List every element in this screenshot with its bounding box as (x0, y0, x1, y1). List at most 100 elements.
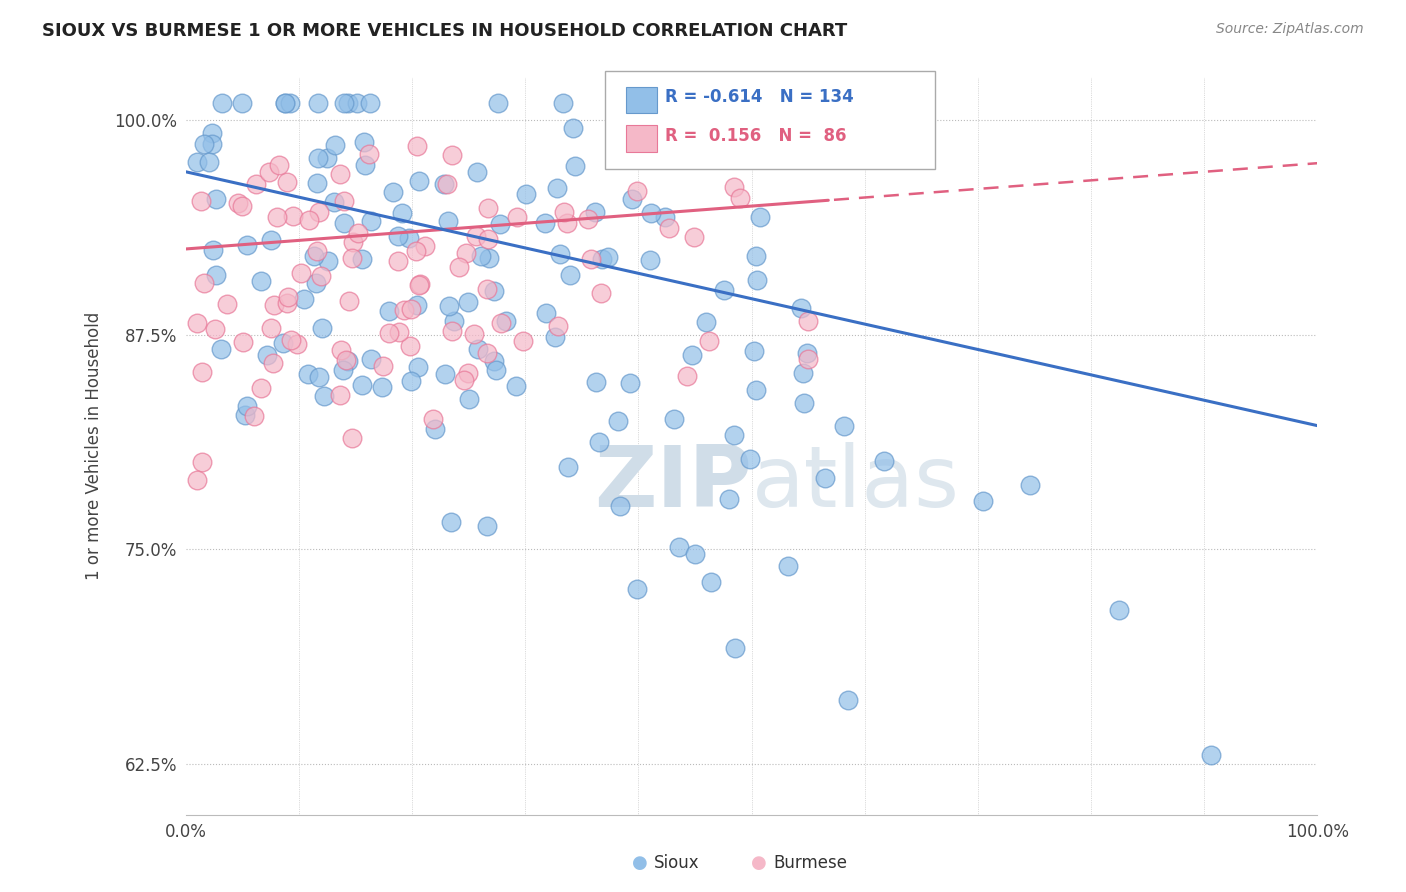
Point (201, 136, 224, 151)
Point (583, 205, 606, 219)
Point (413, 239, 436, 253)
Point (354, 158, 377, 172)
Point (547, 319, 569, 334)
Point (311, 320, 333, 334)
Point (305, 244, 328, 258)
Point (408, 278, 430, 293)
Point (477, 232, 499, 246)
Point (457, 294, 479, 309)
Point (738, 451, 761, 466)
Point (433, 178, 456, 192)
Point (371, 359, 394, 373)
Point (250, 381, 273, 395)
Point (378, 303, 401, 318)
Point (292, 292, 315, 306)
Point (307, 151, 329, 165)
Text: atlas: atlas (752, 442, 959, 524)
Point (676, 368, 699, 383)
Point (723, 428, 745, 442)
Point (266, 210, 288, 224)
Point (662, 412, 685, 426)
Point (482, 354, 505, 368)
Point (399, 374, 422, 388)
Point (346, 96, 368, 111)
Point (1018, 478, 1040, 492)
Point (745, 384, 768, 398)
Point (609, 499, 631, 513)
Point (391, 206, 413, 220)
Point (262, 356, 284, 370)
Point (467, 342, 489, 356)
Point (457, 366, 479, 380)
Point (408, 277, 430, 292)
Point (668, 541, 690, 555)
Point (697, 334, 720, 348)
Point (433, 367, 456, 381)
Point (555, 216, 578, 230)
Point (360, 352, 382, 367)
Point (387, 254, 409, 268)
Point (793, 395, 815, 409)
Point (232, 334, 254, 349)
Point (506, 210, 529, 224)
Point (371, 380, 394, 394)
Point (1108, 603, 1130, 617)
Point (621, 120, 644, 134)
Point (360, 214, 382, 228)
Point (297, 367, 319, 381)
Point (436, 214, 458, 228)
Point (606, 414, 628, 428)
Point (588, 435, 610, 450)
Point (305, 276, 328, 290)
Point (728, 190, 751, 204)
Point (276, 295, 298, 310)
Point (406, 359, 429, 374)
Point (308, 205, 330, 219)
Point (233, 409, 256, 423)
Point (314, 389, 336, 403)
Point (350, 252, 373, 266)
Point (475, 519, 498, 533)
Point (186, 155, 208, 169)
Point (335, 353, 357, 368)
Point (464, 229, 486, 244)
Point (423, 422, 446, 436)
Point (742, 343, 765, 358)
Point (505, 379, 527, 393)
Point (269, 158, 291, 172)
Point (683, 229, 706, 244)
Point (274, 96, 297, 111)
Point (193, 276, 215, 290)
Point (422, 411, 444, 425)
Point (778, 559, 800, 574)
Point (332, 362, 354, 376)
Point (437, 299, 460, 313)
Point (323, 194, 346, 209)
Point (489, 217, 512, 231)
Point (598, 250, 620, 264)
Point (408, 174, 430, 188)
Point (273, 335, 295, 350)
Point (695, 315, 717, 329)
Point (209, 342, 232, 356)
Point (204, 322, 226, 336)
Text: Source: ZipAtlas.com: Source: ZipAtlas.com (1216, 22, 1364, 37)
Text: ●: ● (751, 855, 768, 872)
Point (353, 135, 375, 149)
Point (346, 226, 368, 240)
Point (309, 268, 332, 283)
Point (589, 286, 612, 301)
Point (814, 470, 837, 484)
Point (495, 314, 517, 328)
Point (307, 96, 329, 111)
Point (512, 334, 534, 349)
Point (723, 180, 745, 194)
Point (515, 186, 537, 201)
Point (441, 148, 464, 162)
Text: R =  0.156   N =  86: R = 0.156 N = 86 (665, 127, 846, 145)
Point (398, 339, 420, 353)
Point (359, 96, 381, 111)
Point (745, 273, 768, 287)
Point (579, 252, 602, 266)
Point (231, 96, 253, 111)
